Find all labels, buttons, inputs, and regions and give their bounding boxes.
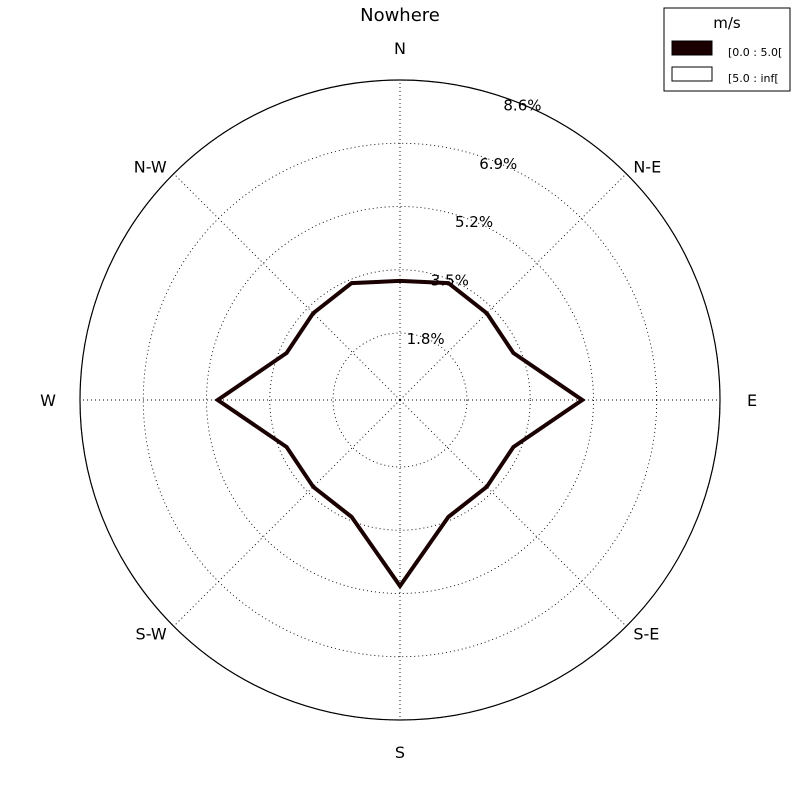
grid-circle-0 — [332, 332, 468, 468]
direction-label-s-w: S-W — [136, 624, 167, 643]
series-0-point-9 — [350, 516, 353, 518]
series-0-point-6 — [486, 486, 488, 488]
direction-label-e: E — [747, 391, 757, 410]
series-0-point-0 — [399, 280, 401, 282]
chart-title: Nowhere — [360, 5, 440, 26]
grid-circle-1 — [269, 269, 531, 531]
direction-label-n-e: N-E — [633, 158, 661, 177]
radial-tick-label-0: 1.8% — [407, 330, 445, 348]
series-0-point-11 — [285, 446, 288, 448]
series-0-point-14 — [312, 312, 315, 315]
grid-circle-2 — [206, 206, 594, 594]
radial-tick-label-2: 5.2% — [455, 213, 493, 231]
series-0-point-5 — [512, 446, 515, 448]
series-0-point-1 — [447, 282, 450, 284]
series-0-point-4 — [581, 399, 584, 401]
legend-swatch-1 — [671, 66, 713, 82]
radial-tick-label-3: 6.9% — [479, 155, 517, 173]
direction-labels: N N-E E S-E S S-W W N-W — [40, 39, 757, 762]
spoke-n-w — [173, 173, 401, 401]
series-0-point-15 — [350, 282, 353, 284]
series-group — [214, 278, 586, 590]
direction-label-s: S — [395, 743, 405, 762]
direction-spokes — [80, 80, 720, 720]
outer-circle — [79, 79, 721, 721]
series-0-point-2 — [486, 312, 488, 315]
direction-label-n: N — [394, 39, 406, 58]
series-0-point-3 — [512, 352, 515, 354]
series-0-point-13 — [285, 352, 288, 354]
center-dot — [398, 398, 402, 402]
direction-label-s-e: S-E — [633, 624, 659, 643]
spoke-n-e — [399, 173, 627, 401]
series-0-point-8 — [399, 585, 401, 587]
series-0-point-12 — [216, 399, 219, 401]
legend-label-1: [5.0 : inf[ — [728, 72, 779, 85]
series-0-point-10 — [312, 486, 315, 488]
radial-tick-label-4: 8.6% — [503, 96, 541, 114]
spoke-s-w — [173, 399, 401, 627]
spoke-s-e — [399, 399, 627, 627]
direction-label-w: W — [40, 391, 56, 410]
direction-label-n-w: N-W — [134, 158, 167, 177]
legend: m/s [0.0 : 5.0[ [5.0 : inf[ — [663, 7, 791, 92]
series-0-point-7 — [447, 516, 450, 518]
radial-tick-label-1: 3.5% — [431, 272, 469, 290]
radial-tick-labels: 1.8% 3.5% 5.2% 6.9% 8.6% — [407, 96, 542, 348]
legend-title: m/s — [713, 14, 741, 32]
legend-label-0: [0.0 : 5.0[ — [728, 46, 782, 59]
legend-swatch-0 — [671, 40, 713, 56]
